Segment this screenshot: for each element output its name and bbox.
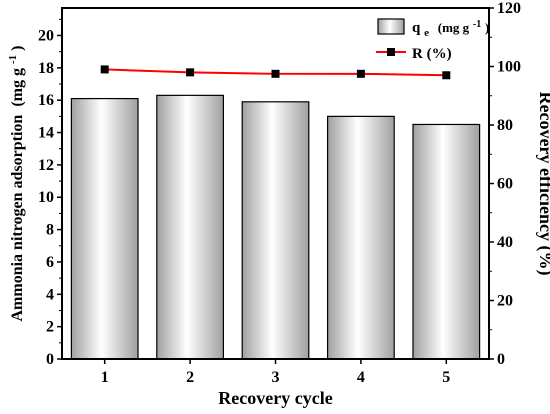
legend-bar-label: q e (mg g -1 )	[412, 15, 489, 40]
legend-bar-label-sub: e	[424, 27, 429, 39]
y-left-tick-label: 2	[46, 319, 54, 336]
x-tick-label: 1	[101, 369, 109, 386]
y-left-tick-label: 4	[46, 286, 54, 303]
x-axis-ticks: 1 2 3 4 5	[101, 359, 450, 386]
y-left-tick-label: 6	[46, 254, 54, 271]
y-right-tick-label: 120	[497, 0, 521, 17]
y-left-axis-ticks: 0 2 4 6 8 10 12 14 16 18 20	[38, 18, 62, 368]
legend-bar-label-unit-close: )	[485, 20, 489, 35]
line-series	[100, 65, 451, 80]
y-left-tick-label: 16	[38, 92, 54, 109]
y-left-axis-title-unit: (mg g	[9, 68, 26, 107]
legend-bar-label-name: q	[412, 20, 421, 36]
bar-5	[412, 123, 481, 360]
y-left-tick-label: 12	[38, 157, 54, 174]
legend-bar-swatch	[377, 18, 405, 35]
y-left-axis-title-main: Ammonia nitrogen adsorption	[9, 115, 26, 322]
y-left-tick-label: 18	[38, 60, 54, 77]
legend-bar-label-unit-sup: -1	[473, 19, 481, 30]
line-point	[442, 71, 451, 80]
x-tick-label: 3	[272, 369, 280, 386]
y-left-axis-title: Ammonia nitrogen adsorption (mg g -1 )	[3, 46, 26, 322]
line-point	[356, 69, 365, 78]
y-right-tick-label: 60	[497, 176, 513, 193]
y-left-tick-label: 0	[46, 351, 54, 368]
legend: q e (mg g -1 ) R (%)	[376, 15, 489, 62]
bar-2	[156, 94, 225, 360]
legend-bar-label-unit: (mg g	[438, 20, 470, 35]
y-right-tick-label: 100	[497, 59, 521, 76]
bar-3	[241, 101, 310, 360]
x-tick-label: 5	[442, 369, 450, 386]
y-right-tick-label: 20	[497, 293, 513, 310]
line-point	[186, 68, 195, 77]
bar-4	[326, 115, 395, 360]
y-right-tick-label: 0	[497, 351, 505, 368]
x-axis-title: Recovery cycle	[218, 388, 332, 408]
bars	[70, 94, 481, 360]
y-right-tick-label: 40	[497, 234, 513, 251]
legend-line-marker	[387, 48, 395, 56]
x-tick-label: 4	[357, 369, 365, 386]
x-tick-label: 2	[186, 369, 194, 386]
y-left-axis-title-unit-close: )	[9, 46, 26, 51]
legend-line-label: R (%)	[412, 46, 452, 62]
line-point	[100, 65, 109, 74]
y-left-tick-label: 14	[38, 125, 54, 142]
bar-1	[70, 97, 139, 360]
y-left-tick-label: 10	[38, 189, 54, 206]
y-right-tick-label: 80	[497, 117, 513, 134]
y-right-axis-title: Recovery efficiency (%)	[535, 92, 550, 276]
y-left-tick-label: 20	[38, 27, 54, 44]
y-left-axis-title-unit-sup: -1	[7, 55, 19, 64]
y-right-axis-ticks: 0 20 40 60 80 100 120	[489, 0, 521, 368]
y-left-tick-label: 8	[46, 222, 54, 239]
line-point	[271, 69, 280, 78]
